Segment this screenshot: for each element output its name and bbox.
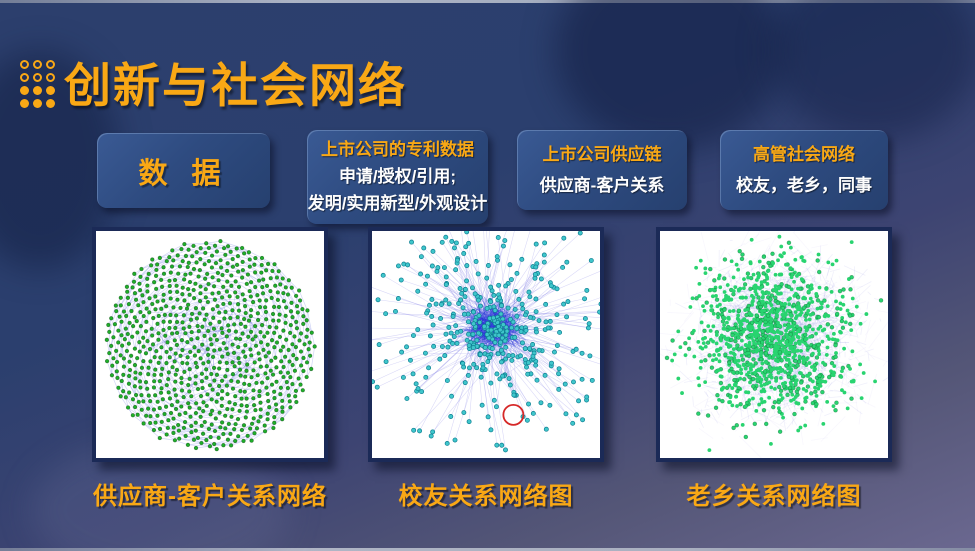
info-box-line: 供应商-客户关系 xyxy=(539,176,665,195)
bottom-edge-line xyxy=(0,548,975,551)
top-edge-line xyxy=(0,0,975,3)
info-box-line: 校友，老乡，同事 xyxy=(736,176,872,195)
figure-caption: 老乡关系网络图 xyxy=(686,483,862,510)
figure-caption: 供应商-客户关系网络 xyxy=(93,483,327,510)
info-box-executive-network: 高管社会网络 校友，老乡，同事 xyxy=(720,130,888,210)
background-blur-shape xyxy=(555,0,785,150)
network-image-supplier-customer xyxy=(92,227,328,462)
figure-alumni-network: 校友关系网络图 xyxy=(368,227,604,511)
network-image-hometown xyxy=(656,227,892,462)
info-box-heading: 上市公司供应链 xyxy=(542,145,662,164)
network-canvas xyxy=(372,231,600,458)
network-image-alumni xyxy=(368,227,604,462)
figure-hometown-network: 老乡关系网络图 xyxy=(656,227,892,511)
info-box-heading: 高管社会网络 xyxy=(753,145,855,164)
page-title: 创新与社会网络 xyxy=(64,59,407,112)
info-box-line: 申请/授权/引用; xyxy=(338,167,457,186)
network-canvas xyxy=(660,231,888,458)
data-label-box: 数 据 xyxy=(97,133,270,208)
figure-caption: 校友关系网络图 xyxy=(398,483,574,510)
info-box-heading: 上市公司的专利数据 xyxy=(321,140,474,159)
info-box-patent-data: 上市公司的专利数据 申请/授权/引用; 发明/实用新型/外观设计 xyxy=(307,130,488,224)
slide-header: 创新与社会网络 xyxy=(20,47,407,116)
data-label: 数 据 xyxy=(138,157,229,190)
network-canvas xyxy=(96,231,324,458)
info-box-line: 发明/实用新型/外观设计 xyxy=(307,194,488,213)
info-box-supply-chain: 上市公司供应链 供应商-客户关系 xyxy=(517,130,687,210)
dot-grid-icon xyxy=(20,59,55,108)
figure-supplier-customer-network: 供应商-客户关系网络 xyxy=(92,227,328,511)
background-blur-shape xyxy=(770,0,975,140)
